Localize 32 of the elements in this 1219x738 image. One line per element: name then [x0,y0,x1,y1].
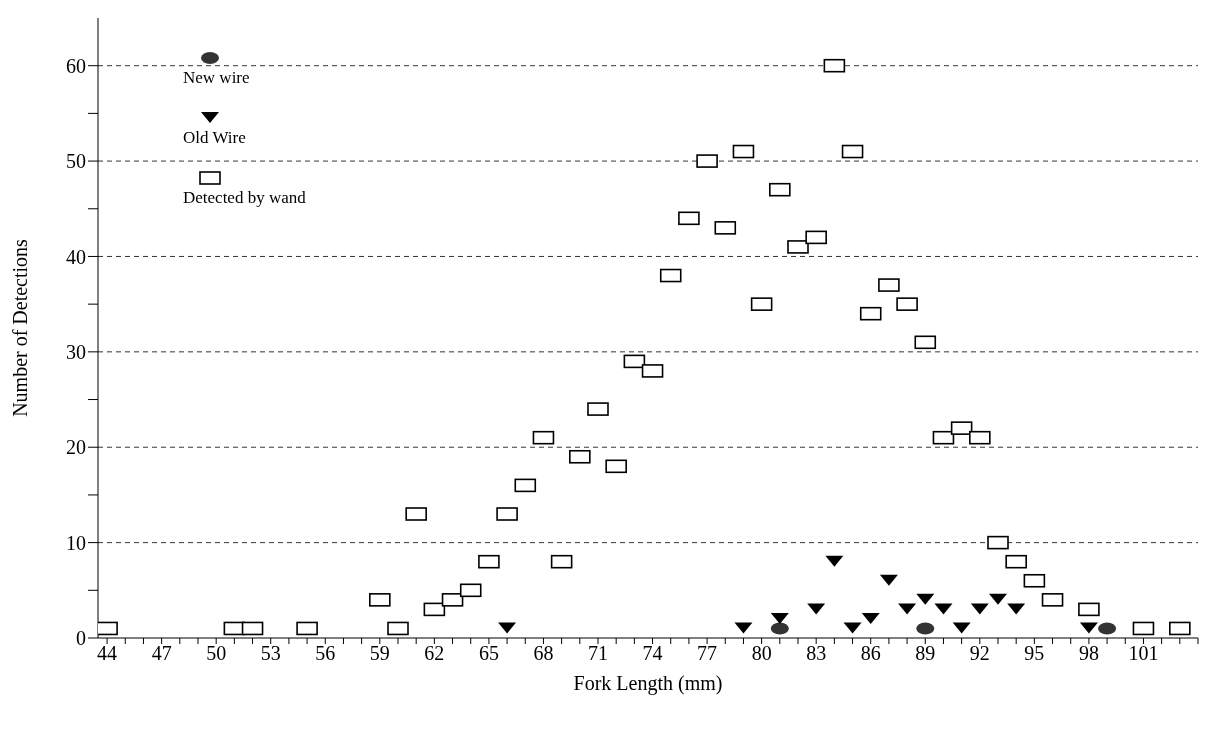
y-tick-label: 30 [66,340,86,363]
x-tick-label: 59 [369,642,390,665]
y-tick-label: 40 [66,245,86,268]
x-tick-label: 62 [424,642,445,665]
x-tick-label: 89 [915,642,936,665]
x-tick-label: 47 [151,642,172,665]
x-tick-label: 44 [97,642,118,665]
x-tick-label: 71 [588,642,608,665]
x-tick-label: 77 [697,642,718,665]
x-tick-label: 80 [751,642,772,665]
y-tick-label: 60 [66,54,86,77]
x-tick-label: 101 [1128,642,1159,665]
y-tick-label: 50 [66,150,86,173]
y-tick-label: 0 [76,627,86,650]
y-tick-label: 20 [66,436,86,459]
x-tick-label: 53 [260,642,281,665]
x-tick-label: 68 [533,642,554,665]
x-tick-label: 83 [806,642,827,665]
x-tick-label: 86 [860,642,881,665]
legend-label: Detected by wand [183,188,306,208]
legend-label: Old Wire [183,128,247,148]
x-tick-label: 56 [315,642,336,665]
x-axis-title: Fork Length (mm) [573,672,723,695]
x-tick-label: 98 [1078,642,1099,665]
x-tick-label: 92 [969,642,990,665]
y-tick-label: 10 [66,531,86,554]
legend-label: New wire [183,68,251,88]
x-tick-label: 95 [1024,642,1045,665]
y-axis-title: Number of Detections [9,238,32,417]
x-tick-label: 74 [642,642,663,665]
x-tick-label: 65 [478,642,499,665]
x-tick-label: 50 [206,642,227,665]
